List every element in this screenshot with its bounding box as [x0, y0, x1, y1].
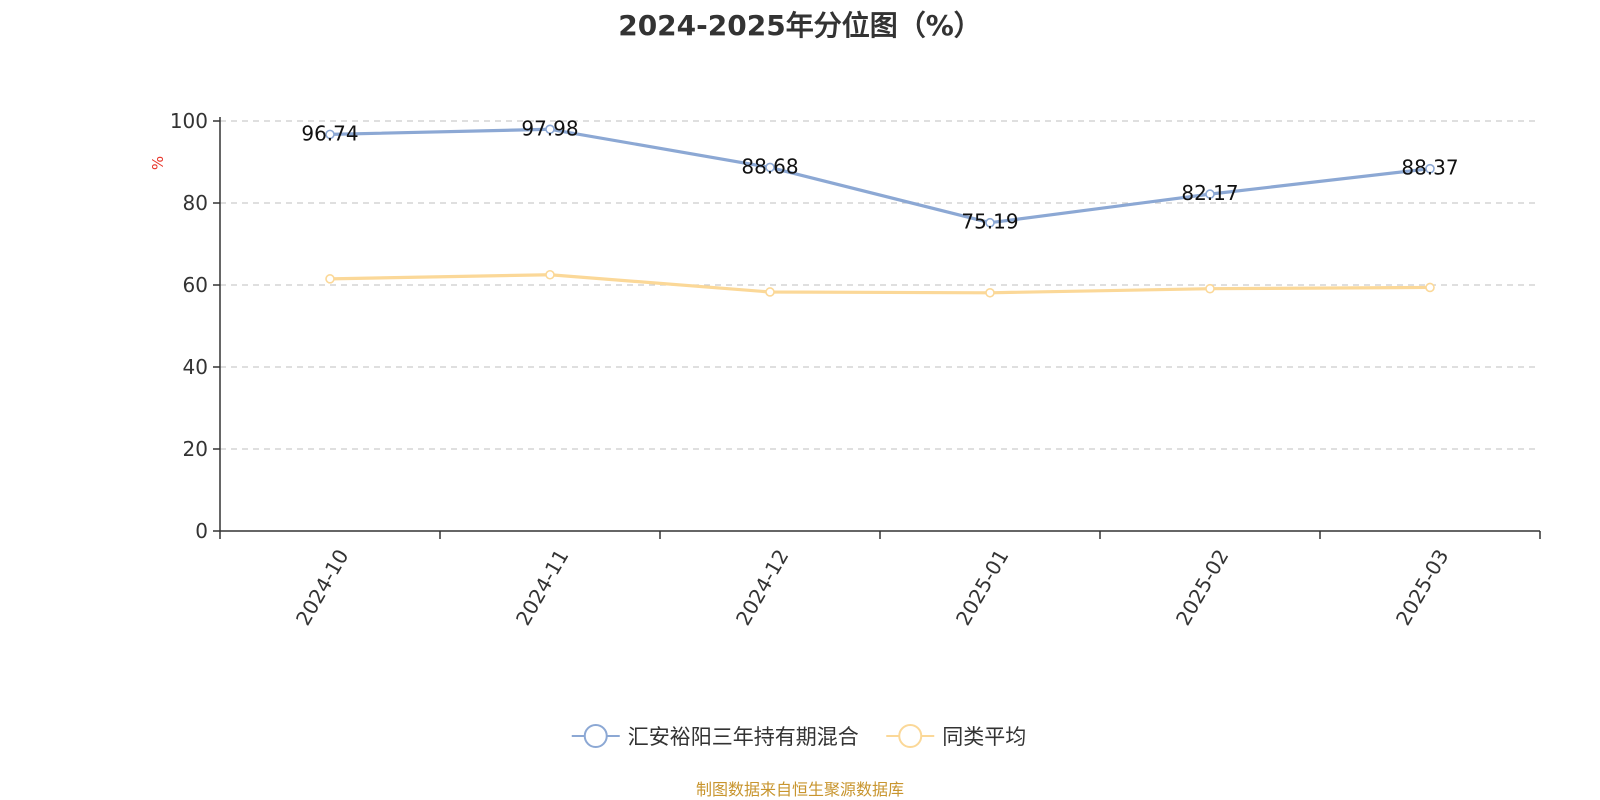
data-label: 97.98	[521, 116, 578, 140]
y-axis-ticks: 0 20 40 60 80 100%	[149, 109, 220, 543]
data-point	[1205, 189, 1215, 199]
x-tick-label: 2024-12	[731, 545, 794, 629]
x-tick-label: 2024-11	[511, 545, 574, 629]
series-line	[329, 127, 1431, 225]
y-axis-label: %	[149, 156, 167, 170]
data-point	[1425, 282, 1435, 293]
series-line	[329, 273, 1431, 295]
x-tick-label: 2025-02	[1171, 545, 1234, 629]
legend-label: 汇安裕阳三年持有期混合	[628, 725, 859, 749]
legend-label: 同类平均	[942, 725, 1026, 749]
y-tick-label: 100	[170, 109, 208, 133]
grid-lines	[220, 120, 1540, 450]
data-point	[325, 274, 335, 284]
x-axis-ticks: 2024-10 2024-11 2024-12 2025-01 2025-02 2025-…	[219, 531, 1541, 629]
legend-circle-icon	[898, 724, 923, 748]
x-tick-label: 2024-10	[291, 545, 354, 629]
y-tick-label: 0	[195, 519, 208, 543]
data-point	[765, 162, 775, 173]
chart-title: 2024-2025年分位图（%）	[618, 9, 982, 42]
data-point	[325, 129, 335, 140]
data-source-note: 制图数据来自恒生聚源数据库	[695, 780, 904, 799]
data-point	[545, 124, 555, 135]
data-point	[765, 287, 775, 297]
y-tick-label: 80	[183, 191, 208, 215]
y-tick-label: 40	[183, 355, 208, 379]
x-tick-label: 2025-03	[1391, 545, 1454, 629]
data-label: 75.19	[961, 210, 1018, 234]
data-label: 88.37	[1401, 156, 1458, 180]
y-tick-label: 60	[183, 273, 208, 297]
y-tick-label: 20	[183, 437, 208, 461]
series-group	[325, 124, 1435, 298]
legend-item: 汇安裕阳三年持有期混合	[571, 724, 859, 749]
legend-item: 同类平均	[886, 724, 1026, 749]
data-label: 96.74	[301, 121, 358, 145]
data-labels: 96.74 97.98 88.68 75.19 82.17 88.37	[301, 116, 1458, 233]
legend: 汇安裕阳三年持有期混合 同类平均	[571, 724, 1026, 749]
data-point	[985, 217, 995, 228]
data-point	[985, 287, 995, 298]
data-point	[1425, 163, 1435, 174]
legend-circle-icon	[583, 724, 608, 748]
data-label: 82.17	[1181, 181, 1238, 205]
data-point	[545, 269, 555, 280]
data-label: 88.68	[741, 154, 798, 178]
x-tick-label: 2025-01	[951, 545, 1014, 629]
data-point	[1205, 283, 1215, 294]
